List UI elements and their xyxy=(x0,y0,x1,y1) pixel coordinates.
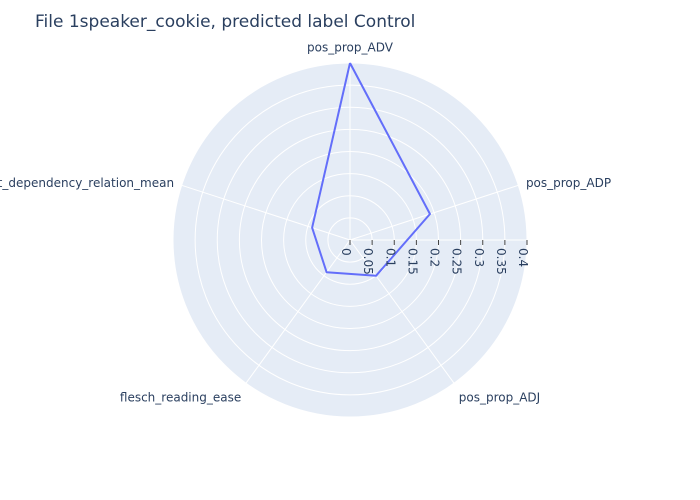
angular-gridline xyxy=(245,239,351,384)
angular-gridline xyxy=(181,184,351,241)
chart-title: File 1speaker_cookie, predicted label Co… xyxy=(35,12,416,32)
angular-axis-label: pos_prop_ADP xyxy=(526,176,611,190)
angular-axis-labels: pos_prop_ADV pos_prop_ADP pos_prop_ADJ fles… xyxy=(0,40,611,404)
radial-tick-label: 0.25 xyxy=(450,248,464,275)
radial-tick-label: 0.15 xyxy=(405,248,419,275)
angular-axis-label: flesch_reading_ease xyxy=(120,391,241,405)
radial-tick-label: 0.4 xyxy=(516,248,530,267)
series-line xyxy=(311,62,431,277)
radial-tick-label: 0.05 xyxy=(361,248,375,275)
radial-tick-label: 0 xyxy=(339,248,353,256)
angular-axis-label: pos_prop_ADJ xyxy=(459,391,540,405)
angular-axis-label: pos_prop_ADV xyxy=(307,40,394,54)
angular-gridline xyxy=(349,239,455,384)
radial-tick-labels: 0 0.05 0.1 0.15 0.2 0.25 0.3 0.35 0.4 xyxy=(339,240,530,275)
radial-tick-label: 0.35 xyxy=(494,248,508,275)
radial-tick-label: 0.1 xyxy=(383,248,397,267)
series-layer xyxy=(311,62,431,277)
radial-tick-label: 0.3 xyxy=(472,248,486,267)
angular-axis-label: nt_dependency_relation_mean xyxy=(0,176,174,190)
radial-tick-label: 0.2 xyxy=(428,248,442,267)
angular-gridline xyxy=(349,184,519,241)
